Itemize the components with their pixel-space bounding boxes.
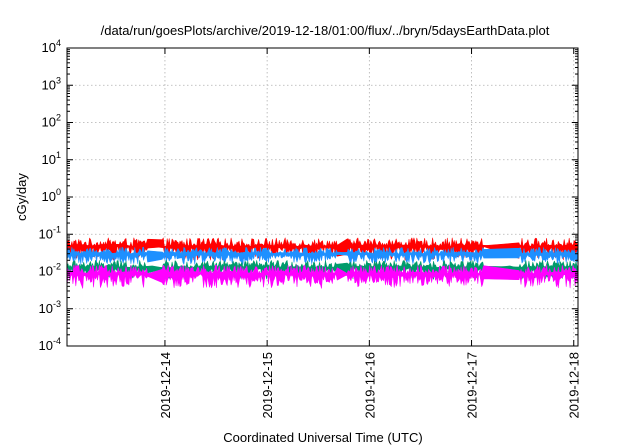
series-line: [66, 243, 579, 249]
y-tick-base: 10: [42, 152, 56, 167]
y-tick-label: 10-1: [39, 224, 61, 241]
y-tick-base: 10: [42, 40, 56, 55]
series-line: [66, 251, 579, 256]
y-tick-exponent: 3: [56, 75, 61, 85]
x-tick-label: 2019-12-15: [260, 352, 275, 419]
x-tick-label: 2019-12-14: [158, 352, 173, 419]
y-tick-exponent: 0: [56, 187, 61, 197]
y-tick-label: 104: [42, 38, 61, 55]
y-axis-label: cGy/day: [14, 173, 29, 221]
x-axis-label: Coordinated Universal Time (UTC): [223, 430, 422, 445]
x-axis: 2019-12-14 2019-12-15 2019-12-16 2019-12-17…: [158, 48, 582, 419]
y-tick-base: 10: [39, 264, 53, 279]
x-tick-label: 2019-12-16: [362, 352, 377, 419]
y-tick-label: 102: [42, 113, 61, 130]
data-series: [66, 237, 579, 289]
y-tick-exponent: 1: [56, 150, 61, 160]
chart-title: /data/run/goesPlots/archive/2019-12-18/0…: [101, 23, 550, 38]
y-tick-exponent: -3: [53, 299, 61, 309]
y-tick-base: 10: [42, 77, 56, 92]
y-tick-label: 100: [42, 187, 61, 204]
y-tick-label: 103: [42, 75, 61, 92]
y-tick-label: 10-4: [39, 336, 61, 353]
y-tick-exponent: 2: [56, 113, 61, 123]
grid-lines: [67, 48, 578, 346]
y-tick-base: 10: [39, 338, 53, 353]
y-tick-base: 10: [39, 301, 53, 316]
y-tick-base: 10: [39, 226, 53, 241]
series-band: [66, 246, 579, 266]
x-tick-label: 2019-12-17: [465, 352, 480, 419]
series-line: [66, 271, 579, 277]
y-tick-label: 10-3: [39, 299, 61, 316]
y-tick-exponent: -2: [53, 262, 61, 272]
y-tick-label: 101: [42, 150, 61, 167]
y-tick-exponent: -4: [53, 336, 61, 346]
y-tick-exponent: -1: [53, 224, 61, 234]
y-tick-exponent: 4: [56, 38, 61, 48]
y-tick-label: 10-2: [39, 262, 61, 279]
x-tick-label: 2019-12-18: [567, 352, 582, 419]
y-tick-base: 10: [42, 189, 56, 204]
y-tick-base: 10: [42, 115, 56, 130]
